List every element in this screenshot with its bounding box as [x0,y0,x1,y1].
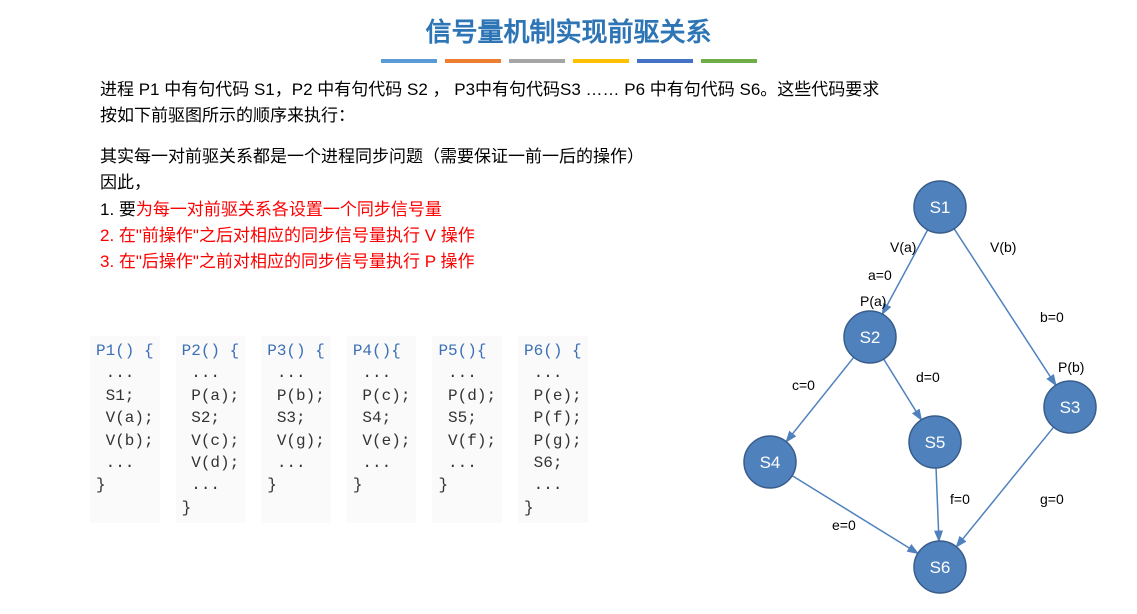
explain-l2: 因此， [100,173,151,192]
explain-r1-red: 为每一对前驱关系各设置一个同步信号量 [136,200,442,219]
code-p1-head: P1() { [96,342,154,360]
edge-label: V(a) [890,239,916,255]
code-p3-head: P3() { [267,342,325,360]
edge-label: g=0 [1040,491,1064,507]
edge-S2-S4 [786,357,854,441]
edge-label: e=0 [832,517,856,533]
code-p1-body: ... S1; V(a); V(b); ... } [96,364,154,494]
color-divider [0,59,1137,63]
node-label-S3: S3 [1060,398,1081,417]
code-p4-body: ... P(c); S4; V(e); ... } [353,364,411,494]
code-panel: P1() { ... S1; V(a); V(b); ... } P2() { … [90,336,588,523]
code-p2: P2() { ... P(a); S2; V(c); V(d); ... } [176,336,246,523]
code-p2-head: P2() { [182,342,240,360]
edge-S5-S6 [936,468,939,541]
bar-seg-3 [573,59,629,63]
code-p3: P3() { ... P(b); S3; V(g); ... } [261,336,331,523]
node-label-S4: S4 [760,453,781,472]
title-text: 信号量机制实现前驱关系 [425,17,711,47]
precedence-graph: V(a) a=0 P(a) V(b) b=0 P(b) c=0 d=0 e=0 f=0 g=0 S1 S… [740,172,1130,602]
code-p5-head: P5(){ [438,342,486,360]
edge-label: a=0 [868,267,892,283]
edge-label: d=0 [916,369,940,385]
intro-line1: 进程 P1 中有句代码 S1，P2 中有句代码 S2 ， P3中有句代码S3 …… [100,80,879,99]
edge-label: c=0 [792,377,815,393]
page-title: 信号量机制实现前驱关系 [0,12,1137,49]
explain-r3: 3. 在"后操作"之前对相应的同步信号量执行 P 操作 [100,252,474,271]
code-p4: P4(){ ... P(c); S4; V(e); ... } [347,336,417,523]
explain-r2: 2. 在"前操作"之后对相应的同步信号量执行 V 操作 [100,226,475,245]
node-label-S1: S1 [930,198,951,217]
edge-label: P(a) [860,293,886,309]
node-label-S2: S2 [860,328,881,347]
node-label-S5: S5 [925,433,946,452]
code-p5-body: ... P(d); S5; V(f); ... } [438,364,496,494]
intro-paragraph: 进程 P1 中有句代码 S1，P2 中有句代码 S2 ， P3中有句代码S3 …… [100,77,1097,128]
code-p2-body: ... P(a); S2; V(c); V(d); ... } [182,364,240,516]
bar-seg-1 [445,59,501,63]
code-p3-body: ... P(b); S3; V(g); ... } [267,364,325,494]
bar-seg-0 [381,59,437,63]
code-p6-body: ... P(e); P(f); P(g); S6; ... } [524,364,582,516]
code-p6: P6() { ... P(e); P(f); P(g); S6; ... } [518,336,588,523]
code-p5: P5(){ ... P(d); S5; V(f); ... } [432,336,502,523]
intro-line2: 按如下前驱图所示的顺序来执行： [100,106,355,125]
code-p1: P1() { ... S1; V(a); V(b); ... } [90,336,160,523]
edge-label: V(b) [990,239,1016,255]
code-p6-head: P6() { [524,342,582,360]
edge-label: b=0 [1040,309,1064,325]
edge-S3-S6 [956,427,1053,547]
explain-l1: 其实每一对前驱关系都是一个进程同步问题（需要保证一前一后的操作） [100,147,644,166]
node-label-S6: S6 [930,558,951,577]
explain-r1-pre: 1. 要 [100,200,136,219]
bar-seg-2 [509,59,565,63]
edge-S4-S6 [792,476,918,554]
bar-seg-4 [637,59,693,63]
code-p4-head: P4(){ [353,342,401,360]
edge-label: P(b) [1058,359,1084,375]
bar-seg-5 [701,59,757,63]
edge-label: f=0 [950,491,970,507]
